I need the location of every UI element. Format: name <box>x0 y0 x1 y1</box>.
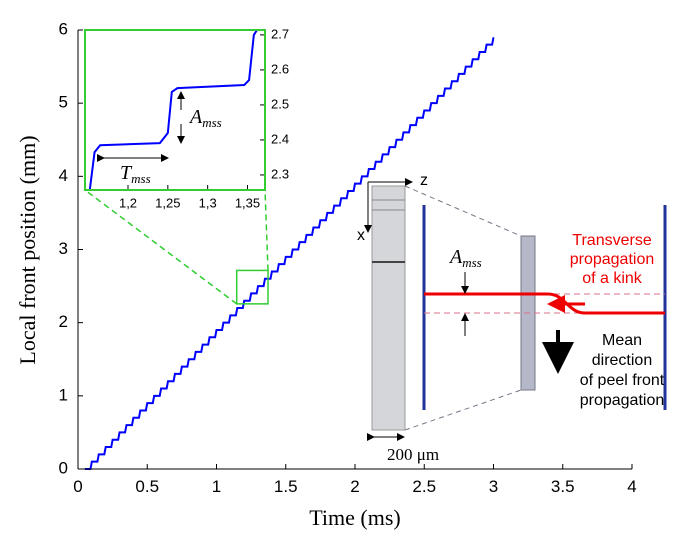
kink-label: Transverse <box>572 232 652 249</box>
y-tick-label: 6 <box>59 19 68 38</box>
kink-label: of a kink <box>582 270 643 287</box>
subscript-label: Amss <box>188 106 222 130</box>
x-tick-label: 0 <box>73 477 82 496</box>
y-tick-label: 4 <box>59 166 68 185</box>
direction-label: Mean <box>602 332 642 349</box>
subscript: mss <box>131 171 151 186</box>
subscript: mss <box>462 255 482 270</box>
y-tick-label: 5 <box>59 93 68 112</box>
x-tick-label: 0.5 <box>135 477 159 496</box>
x-tick-label: 2 <box>350 477 359 496</box>
direction-label: propagation <box>580 392 665 409</box>
y-tick-label: 2 <box>59 312 68 331</box>
symbol: A <box>188 106 203 128</box>
y-tick-label: 3 <box>59 239 68 258</box>
x-tick-label: 4 <box>627 477 636 496</box>
kink-label: propagation <box>570 251 655 268</box>
y-tick-label: 0 <box>59 458 68 477</box>
y-tick-label: 2.5 <box>271 96 289 111</box>
x-label: x <box>357 227 365 244</box>
zoom-connector <box>264 189 269 271</box>
z-label: z <box>420 172 428 189</box>
x-tick-label: 1.5 <box>274 477 298 496</box>
inset-background <box>85 30 265 190</box>
scale-label: 200 μm <box>387 445 439 464</box>
x-tick-label: 1,2 <box>119 196 137 211</box>
subscript-label: Tmss <box>120 162 151 186</box>
x-tick-label: 3.5 <box>551 477 575 496</box>
y-axis-label: Local front position (mm) <box>15 135 40 364</box>
x-tick-label: 1,3 <box>199 196 217 211</box>
subscript-label: Amss <box>448 246 482 270</box>
zoom-box <box>235 269 269 305</box>
data-line <box>88 29 258 191</box>
symbol: T <box>120 162 133 184</box>
x-tick-label: 3 <box>489 477 498 496</box>
inset-frame <box>84 29 266 191</box>
symbol: A <box>448 246 463 268</box>
direction-label: direction <box>592 352 652 369</box>
y-tick-label: 2.6 <box>271 61 289 76</box>
x-tick-label: 1,25 <box>155 196 180 211</box>
photo-strip <box>371 185 406 431</box>
diagram: z x 200 μm Amss Transverse propagation of a ki… <box>357 172 667 464</box>
zoom-line <box>404 389 522 431</box>
data-line <box>84 37 495 470</box>
x-tick-label: 1,35 <box>235 196 260 211</box>
y-tick-label: 2.4 <box>271 131 289 146</box>
x-axis-label: Time (ms) <box>309 505 400 530</box>
y-tick-label: 2.7 <box>271 26 289 41</box>
subscript: mss <box>202 115 222 130</box>
x-tick-label: 1 <box>212 477 221 496</box>
x-tick-label: 2.5 <box>412 477 436 496</box>
y-tick-label: 1 <box>59 385 68 404</box>
direction-label: of peel front <box>580 372 665 389</box>
zoom-line <box>404 185 522 237</box>
main-plot: 0 0.5 1 1.5 2 2.5 3 3.5 4 0 1 2 3 4 5 6 Time (ms) Local f… <box>15 19 637 530</box>
y-tick-label: 2.3 <box>271 166 289 181</box>
zoom-connector <box>84 189 238 305</box>
kink-front <box>424 292 665 315</box>
